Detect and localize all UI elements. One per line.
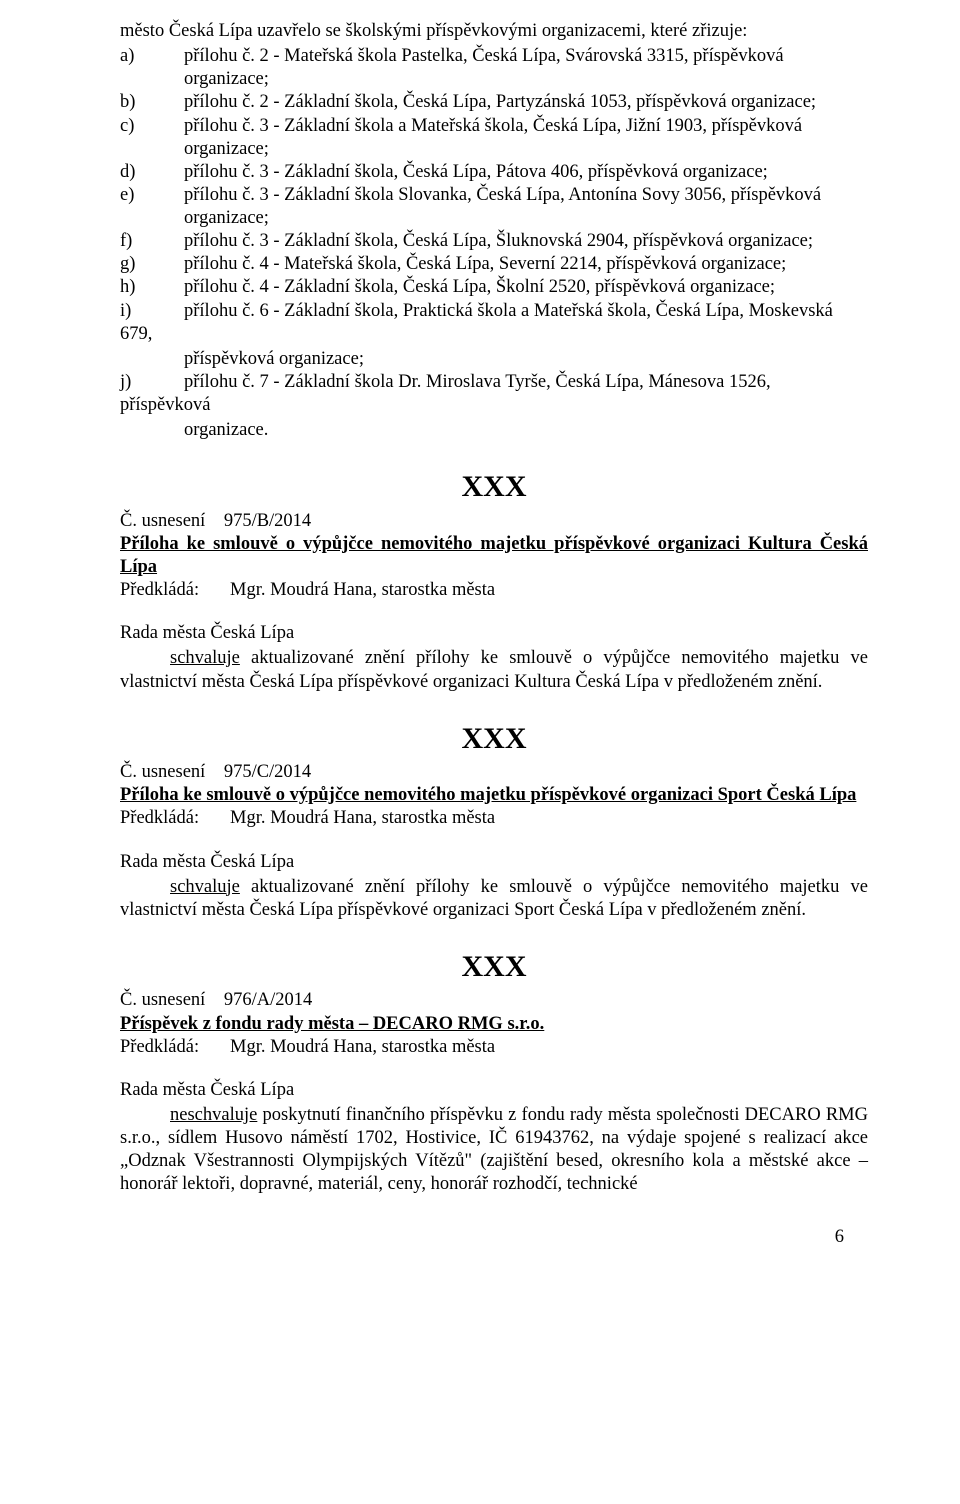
separator-mark: XXX (120, 948, 868, 986)
presenter-line: Předkládá: Mgr. Moudrá Hana, starostka m… (120, 807, 868, 830)
list-content: přílohu č. 3 - Základní škola, Česká Líp… (184, 230, 868, 253)
list-content: přílohu č. 2 - Mateřská škola Pastelka, … (184, 45, 868, 68)
action-word: schvaluje (170, 877, 240, 897)
presenter-name: Mgr. Moudrá Hana, starostka města (230, 579, 495, 602)
list-j: j)přílohu č. 7 - Základní škola Dr. Miro… (120, 371, 868, 394)
separator-mark: XXX (120, 720, 868, 758)
page-number: 6 (0, 1218, 960, 1249)
list-content: přílohu č. 4 - Mateřská škola, Česká Líp… (184, 253, 868, 276)
list-b: b)přílohu č. 2 - Základní škola, Česká L… (120, 91, 868, 114)
presenter-line: Předkládá: Mgr. Moudrá Hana, starostka m… (120, 1036, 868, 1059)
list-d: d)přílohu č. 3 - Základní škola, Česká L… (120, 161, 868, 184)
action-word: schvaluje (170, 648, 240, 668)
list-label: e) (120, 184, 184, 207)
list-label: b) (120, 91, 184, 114)
section-heading: Příloha ke smlouvě o výpůjčce nemovitého… (120, 533, 868, 579)
resolution-body: schvaluje aktualizované znění přílohy ke… (120, 647, 868, 693)
j-tail-1: příspěvková (120, 394, 868, 417)
list-label: i) (120, 300, 184, 323)
list-label: g) (120, 253, 184, 276)
i-tail-2: příspěvková organizace; (184, 348, 868, 371)
list-label: c) (120, 115, 184, 138)
resolution-body: neschvaluje poskytnutí finančního příspě… (120, 1104, 868, 1197)
rada-line: Rada města Česká Lípa (120, 1079, 868, 1102)
presenter-name: Mgr. Moudrá Hana, starostka města (230, 807, 495, 830)
list-e: e)přílohu č. 3 - Základní škola Slovanka… (120, 184, 868, 230)
intro-text: město Česká Lípa uzavřelo se školskými p… (120, 20, 868, 43)
rada-line: Rada města Česká Lípa (120, 622, 868, 645)
res-num: 975/C/2014 (224, 762, 311, 782)
resolution-body: schvaluje aktualizované znění přílohy ke… (120, 876, 868, 922)
i-tail-1: 679, (120, 323, 868, 346)
list-a: a)přílohu č. 2 - Mateřská škola Pastelka… (120, 45, 868, 91)
list-label: d) (120, 161, 184, 184)
j-tail-2: organizace. (184, 419, 868, 442)
list-label: h) (120, 276, 184, 299)
list-content: přílohu č. 4 - Základní škola, Česká Líp… (184, 276, 868, 299)
list-g: g)přílohu č. 4 - Mateřská škola, Česká L… (120, 253, 868, 276)
presenter-label: Předkládá: (120, 579, 230, 602)
presenter-label: Předkládá: (120, 807, 230, 830)
res-num: 975/B/2014 (224, 511, 311, 531)
res-prefix: Č. usnesení (120, 762, 205, 782)
list-f: f)přílohu č. 3 - Základní škola, Česká L… (120, 230, 868, 253)
list-cont: organizace; (184, 68, 868, 91)
list-content: přílohu č. 6 - Základní škola, Praktická… (184, 300, 868, 323)
separator-mark: XXX (120, 468, 868, 506)
list-content: přílohu č. 7 - Základní škola Dr. Mirosl… (184, 371, 868, 394)
resolution-number: Č. usnesení 976/A/2014 (120, 989, 868, 1012)
list-label: a) (120, 45, 184, 68)
resolution-number: Č. usnesení 975/B/2014 (120, 510, 868, 533)
res-num: 976/A/2014 (224, 990, 312, 1010)
list-cont: organizace; (184, 207, 868, 230)
list-c: c)přílohu č. 3 - Základní škola a Mateřs… (120, 115, 868, 161)
list-content: přílohu č. 2 - Základní škola, Česká Líp… (184, 91, 868, 114)
document-page: město Česká Lípa uzavřelo se školskými p… (0, 0, 960, 1218)
section-heading: Příloha ke smlouvě o výpůjčce nemovitého… (120, 784, 868, 807)
res-prefix: Č. usnesení (120, 990, 205, 1010)
list-content: přílohu č. 3 - Základní škola, Česká Líp… (184, 161, 868, 184)
presenter-name: Mgr. Moudrá Hana, starostka města (230, 1036, 495, 1059)
section-heading: Příspěvek z fondu rady města – DECARO RM… (120, 1013, 868, 1036)
list-content: přílohu č. 3 - Základní škola Slovanka, … (184, 184, 868, 207)
list-h: h)přílohu č. 4 - Základní škola, Česká L… (120, 276, 868, 299)
res-prefix: Č. usnesení (120, 511, 205, 531)
list-label: f) (120, 230, 184, 253)
list-label: j) (120, 371, 184, 394)
list-cont: organizace; (184, 138, 868, 161)
list-i: i)přílohu č. 6 - Základní škola, Praktic… (120, 300, 868, 323)
resolution-number: Č. usnesení 975/C/2014 (120, 761, 868, 784)
presenter-line: Předkládá: Mgr. Moudrá Hana, starostka m… (120, 579, 868, 602)
list-content: přílohu č. 3 - Základní škola a Mateřská… (184, 115, 868, 138)
action-word: neschvaluje (170, 1105, 257, 1125)
rada-line: Rada města Česká Lípa (120, 851, 868, 874)
presenter-label: Předkládá: (120, 1036, 230, 1059)
